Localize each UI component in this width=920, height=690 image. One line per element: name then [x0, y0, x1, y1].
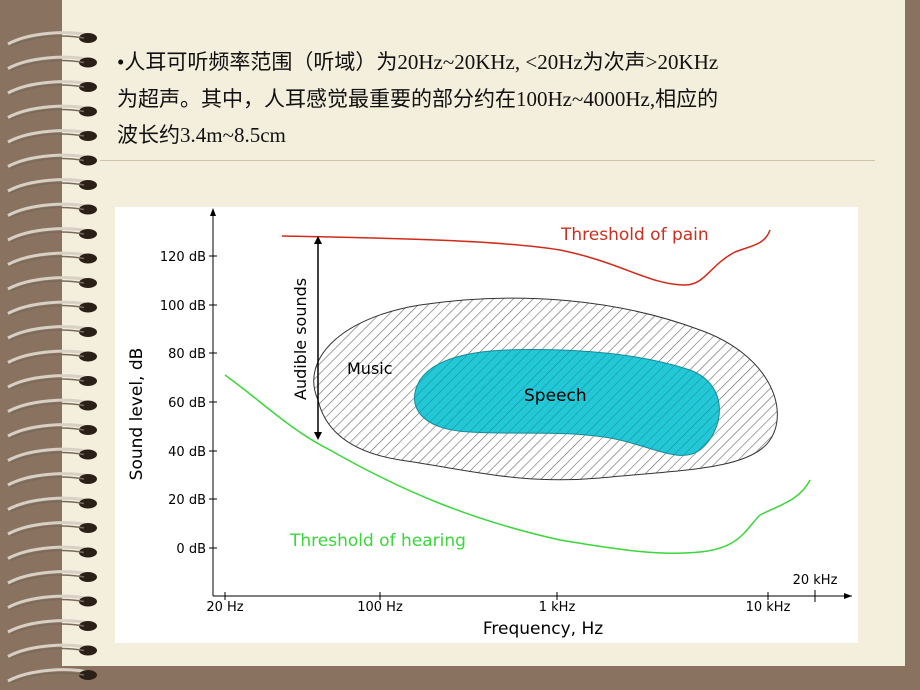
y-tick-label: 60 dB: [168, 396, 206, 411]
ring-hole: [79, 278, 97, 288]
x-axis-label: Frequency, Hz: [483, 619, 603, 639]
divider: [100, 160, 875, 161]
ring-shine: [9, 476, 85, 488]
y-axis-label: Sound level, dB: [127, 348, 147, 481]
ring-hole: [79, 302, 97, 313]
x-tick-label: 100 Hz: [357, 600, 403, 615]
ring-hole: [79, 474, 97, 484]
ring-hole: [79, 155, 97, 166]
ring-shine: [9, 525, 85, 537]
speech-region: [414, 348, 720, 456]
ring-hole: [79, 596, 97, 607]
x-tick-label: 20 Hz: [206, 600, 243, 615]
y-tick-label: 20 dB: [168, 493, 206, 508]
ring-hole: [79, 82, 97, 92]
x-tick-label: 1 kHz: [539, 600, 576, 615]
y-tick-label: 0 dB: [176, 542, 206, 557]
ring-shine: [9, 427, 85, 439]
binding-rings: [7, 31, 97, 684]
ring-shine: [9, 378, 85, 390]
ring-hole: [79, 33, 97, 43]
ring-hole: [79, 425, 97, 435]
ring-shine: [9, 255, 85, 268]
ring-hole: [79, 572, 97, 582]
ring-hole: [79, 253, 97, 264]
ring-hole: [79, 57, 97, 68]
ring-shine: [9, 59, 85, 72]
hearing-curve: [224, 374, 811, 554]
ring-hole: [79, 621, 97, 631]
ring-shine: [9, 451, 85, 464]
y-tick-label: 100 dB: [160, 299, 206, 314]
ring-shine: [9, 206, 85, 219]
ring-shine: [9, 574, 85, 586]
ring-shine: [9, 304, 85, 317]
annotation: Music: [347, 359, 393, 378]
ring-hole: [79, 523, 97, 533]
ring-shine: [9, 672, 85, 684]
annotation: Threshold of hearing: [289, 531, 466, 551]
ring-shine: [9, 231, 85, 243]
ring-hole: [79, 670, 97, 680]
text-line: 波长约3.4m~8.5cm: [117, 123, 286, 147]
y-tick-label: 40 dB: [168, 445, 206, 460]
ring-shine: [9, 623, 85, 635]
y-tick-label: 120 dB: [160, 250, 206, 265]
ring-hole: [79, 400, 97, 411]
ring-hole: [79, 351, 97, 362]
ring-shine: [9, 329, 85, 341]
annotation: Audible sounds: [291, 278, 310, 400]
ring-shine: [9, 353, 85, 366]
ring-shine: [9, 549, 85, 562]
figure: Threshold of pain Threshold of hearing A…: [115, 207, 858, 643]
ring-hole: [79, 229, 97, 239]
x-tick-label: 20 kHz: [793, 573, 838, 588]
ring-hole: [79, 645, 97, 656]
text-line: 为超声。其中，人耳感觉最重要的部分约在100Hz~4000Hz,相应的: [117, 87, 719, 111]
ring-hole: [79, 131, 97, 141]
pain-curve: [281, 229, 771, 286]
text-line: •人耳可听频率范围（听域）为20Hz~20KHz, <20Hz为次声>20KHz: [117, 50, 719, 74]
ring-hole: [79, 180, 97, 190]
ring-shine: [9, 133, 85, 145]
annotation: Speech: [524, 386, 587, 406]
ring-shine: [9, 182, 85, 194]
ring-shine: [9, 500, 85, 513]
ring-shine: [9, 84, 85, 96]
ring-shine: [9, 108, 85, 121]
ring-hole: [79, 547, 97, 558]
ring-hole: [79, 498, 97, 509]
ring-hole: [79, 106, 97, 117]
ring-hole: [79, 376, 97, 386]
ring-shine: [9, 647, 85, 660]
ring-hole: [79, 449, 97, 460]
annotation: Threshold of pain: [560, 225, 709, 245]
ring-shine: [9, 35, 85, 47]
ring-hole: [79, 204, 97, 215]
ring-hole: [79, 327, 97, 337]
ring-shine: [9, 280, 85, 292]
ring-shine: [9, 598, 85, 611]
ring-shine: [9, 157, 85, 170]
y-tick-label: 80 dB: [168, 347, 206, 362]
ring-shine: [9, 402, 85, 415]
x-tick-label: 10 kHz: [746, 600, 791, 615]
